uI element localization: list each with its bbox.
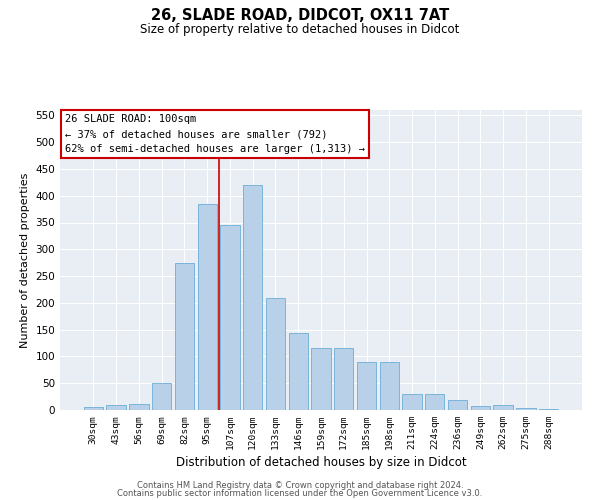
Bar <box>493 404 513 410</box>
Bar <box>403 394 422 410</box>
Text: Size of property relative to detached houses in Didcot: Size of property relative to detached ho… <box>140 22 460 36</box>
Bar <box>448 400 467 410</box>
Text: Contains HM Land Registry data © Crown copyright and database right 2024.: Contains HM Land Registry data © Crown c… <box>137 480 463 490</box>
Bar <box>516 408 536 410</box>
Bar <box>129 404 149 410</box>
Bar <box>334 348 353 410</box>
Bar <box>470 406 490 410</box>
Bar <box>175 262 194 410</box>
Bar <box>84 408 103 410</box>
Bar <box>539 409 558 410</box>
Text: 26 SLADE ROAD: 100sqm
← 37% of detached houses are smaller (792)
62% of semi-det: 26 SLADE ROAD: 100sqm ← 37% of detached … <box>65 114 365 154</box>
Bar <box>289 334 308 410</box>
Y-axis label: Number of detached properties: Number of detached properties <box>20 172 30 348</box>
Bar <box>425 394 445 410</box>
Bar <box>220 225 239 410</box>
Bar <box>357 362 376 410</box>
Bar <box>106 404 126 410</box>
Bar <box>152 383 172 410</box>
Bar <box>197 204 217 410</box>
Bar <box>380 362 399 410</box>
Text: 26, SLADE ROAD, DIDCOT, OX11 7AT: 26, SLADE ROAD, DIDCOT, OX11 7AT <box>151 8 449 22</box>
X-axis label: Distribution of detached houses by size in Didcot: Distribution of detached houses by size … <box>176 456 466 469</box>
Bar <box>311 348 331 410</box>
Text: Contains public sector information licensed under the Open Government Licence v3: Contains public sector information licen… <box>118 489 482 498</box>
Bar <box>266 298 285 410</box>
Bar <box>243 185 262 410</box>
